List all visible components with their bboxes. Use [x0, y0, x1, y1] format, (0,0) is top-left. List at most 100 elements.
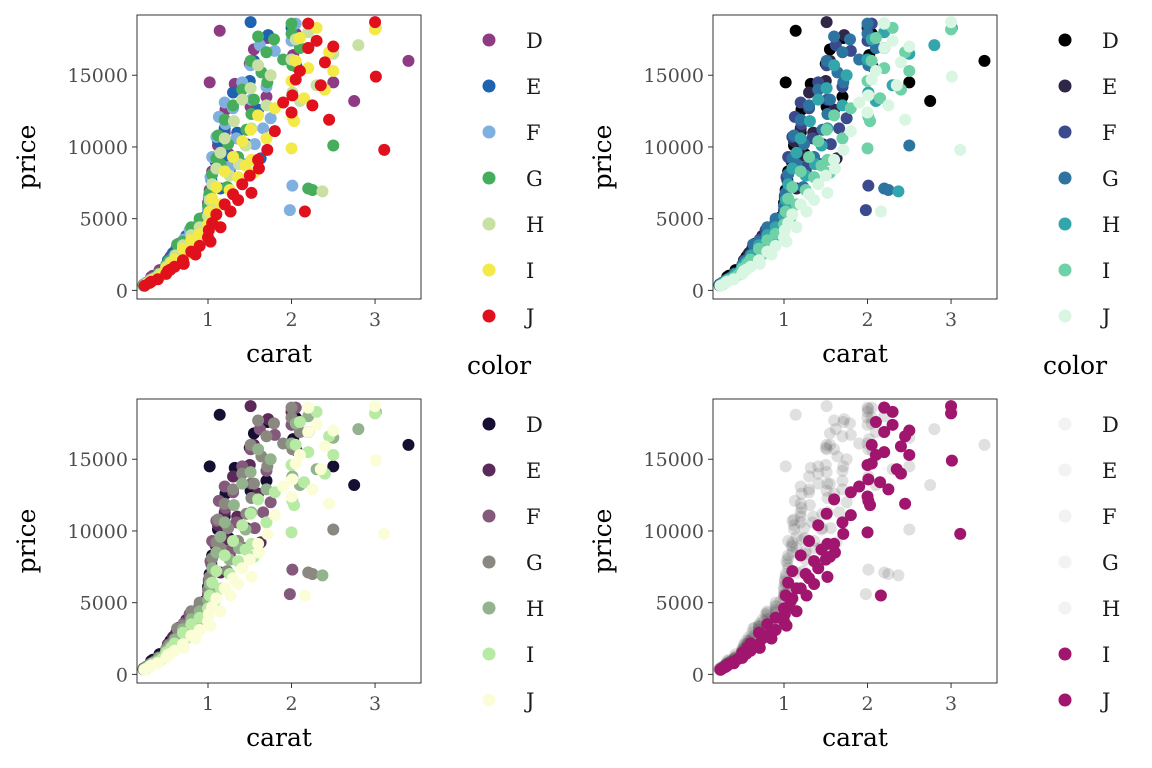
point-G: [260, 46, 273, 59]
point-J: [243, 169, 256, 182]
x-tick-label: 2: [285, 693, 297, 715]
panel-border: [136, 398, 422, 684]
background-point: [840, 453, 853, 466]
legend-label-E: E: [526, 459, 541, 483]
point-J: [232, 194, 245, 207]
background-point: [837, 460, 850, 473]
legend-label-J: J: [524, 689, 534, 713]
point-J: [890, 463, 903, 476]
point-J: [210, 592, 223, 605]
y-axis-title: price: [588, 125, 617, 190]
point-H: [820, 82, 833, 95]
point-G: [247, 477, 260, 490]
background-point: [795, 487, 808, 500]
point-J: [786, 592, 799, 605]
point-G: [227, 99, 240, 112]
x-tick-label: 3: [945, 693, 957, 715]
point-I: [260, 132, 273, 145]
point-I: [865, 438, 878, 451]
background-point: [804, 461, 817, 474]
point-I: [239, 543, 252, 556]
point-J: [204, 619, 217, 632]
point-I: [820, 123, 833, 136]
background-point: [794, 510, 807, 523]
point-I: [812, 135, 825, 148]
point-E: [227, 86, 240, 99]
background-point: [812, 460, 825, 473]
point-J: [853, 96, 866, 109]
point-H: [214, 146, 227, 159]
point-J: [314, 463, 327, 476]
point-G: [823, 93, 836, 106]
point-J: [268, 125, 281, 138]
point-J: [268, 509, 281, 522]
point-J: [786, 208, 799, 221]
point-I: [874, 476, 887, 489]
point-J: [293, 448, 306, 461]
point-J: [314, 79, 327, 92]
panel-border: [136, 14, 422, 300]
point-F: [833, 122, 846, 135]
y-axis-title: price: [12, 125, 41, 190]
point-J: [780, 619, 793, 632]
legend-key-J: [482, 693, 496, 707]
point-F: [264, 496, 277, 509]
legend-key-D: [482, 417, 496, 431]
panel-border: [712, 398, 998, 684]
point-J: [790, 221, 803, 234]
point-I: [865, 54, 878, 67]
point-I: [210, 181, 223, 194]
background-point: [786, 514, 799, 527]
point-J: [298, 205, 311, 218]
point-G: [794, 113, 807, 126]
legend-label-I: I: [526, 259, 534, 283]
x-tick-label: 2: [861, 693, 873, 715]
point-G: [285, 17, 298, 30]
point-H: [264, 69, 277, 82]
point-D: [924, 95, 937, 108]
x-axis-title: carat: [246, 339, 312, 368]
point-J: [894, 440, 907, 453]
legend-label-D: D: [1102, 29, 1119, 53]
point-I: [794, 549, 807, 562]
background-point: [795, 502, 808, 515]
point-I: [782, 576, 795, 589]
legend-key-I: [1058, 263, 1072, 277]
background-point: [820, 466, 833, 479]
point-I: [803, 151, 816, 163]
legend-label-I: I: [1102, 643, 1110, 667]
point-J: [214, 605, 227, 618]
point-I: [815, 159, 828, 172]
background-point: [798, 522, 811, 535]
point-I: [293, 31, 306, 44]
background-point: [829, 423, 842, 436]
background-point: [882, 567, 895, 580]
point-I: [206, 576, 219, 589]
legend-label-D: D: [1102, 413, 1119, 437]
point-J: [800, 589, 813, 602]
point-H: [214, 530, 227, 543]
point-J: [243, 553, 256, 566]
legend-label-G: G: [1102, 167, 1119, 191]
legend-key-F: [482, 509, 496, 523]
point-J: [837, 143, 850, 156]
points-layer: [713, 16, 991, 292]
legend-key-D: [1058, 417, 1072, 431]
legend-key-J: [482, 309, 496, 323]
point-E: [244, 400, 257, 413]
background-point: [878, 566, 891, 579]
point-I: [293, 415, 306, 428]
point-J: [878, 425, 891, 438]
point-J: [945, 16, 958, 29]
point-J: [945, 70, 958, 83]
point-I: [236, 135, 249, 148]
point-F: [862, 179, 875, 192]
y-tick-label: 5000: [80, 593, 128, 615]
point-J: [369, 400, 382, 413]
point-J: [819, 169, 832, 182]
legend-key-E: [482, 463, 496, 477]
point-J: [844, 125, 857, 138]
point-J: [740, 647, 753, 660]
